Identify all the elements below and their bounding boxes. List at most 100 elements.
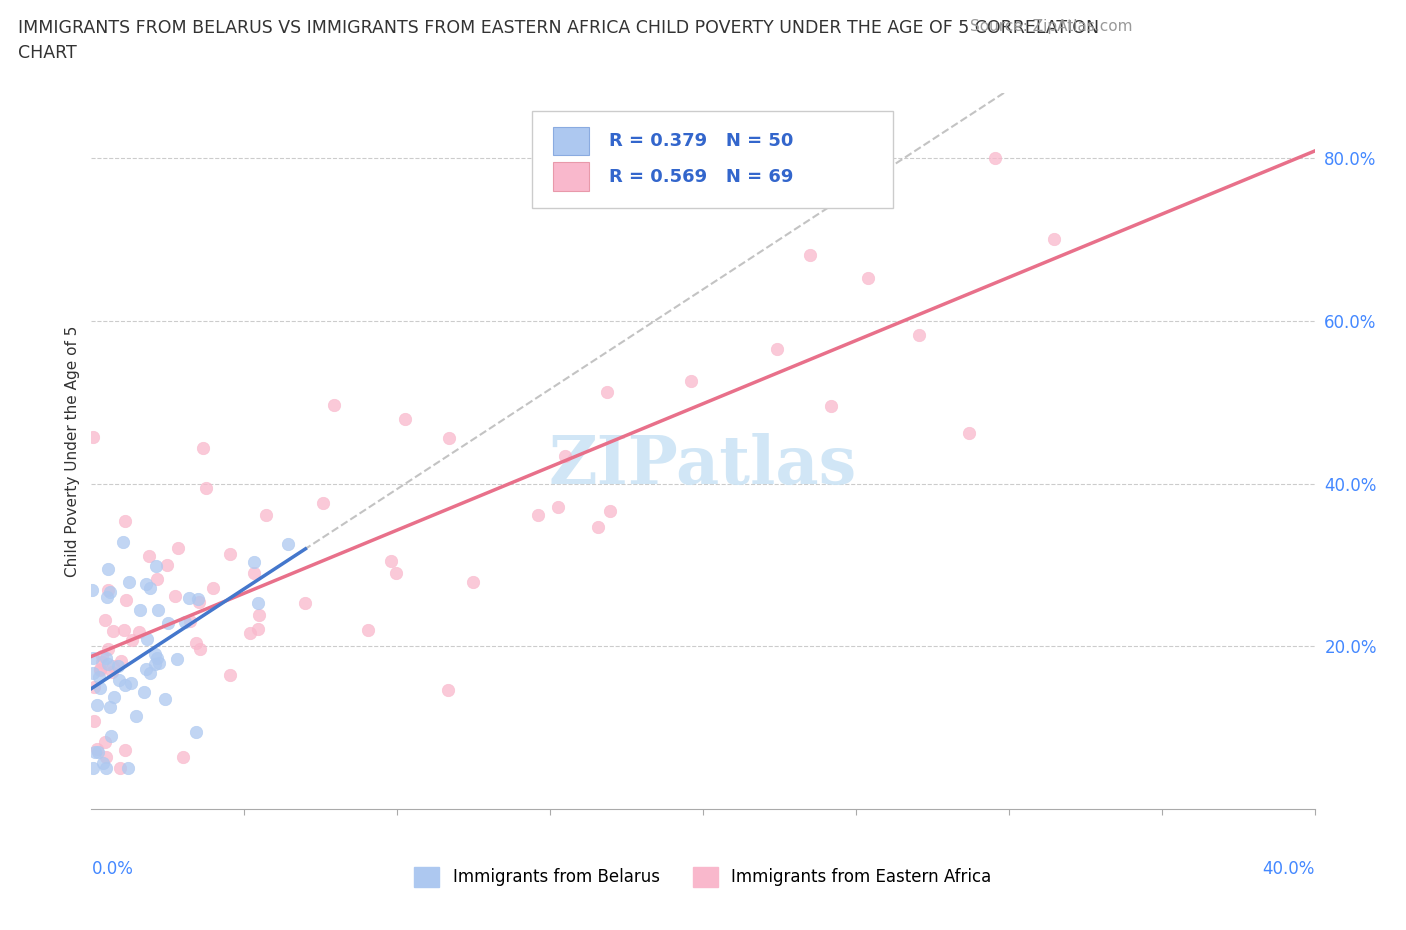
- Text: 40.0%: 40.0%: [1263, 860, 1315, 878]
- Point: [219, 668, 242, 683]
- Point: [156, 557, 179, 572]
- Point: [135, 661, 157, 676]
- Legend: Immigrants from Belarus, Immigrants from Eastern Africa: Immigrants from Belarus, Immigrants from…: [408, 860, 998, 894]
- Point: [188, 594, 211, 609]
- Text: ZIPatlas: ZIPatlas: [548, 432, 858, 498]
- Point: [526, 508, 548, 523]
- Point: [103, 658, 125, 673]
- Point: [143, 646, 166, 661]
- Point: [120, 676, 142, 691]
- Point: [107, 659, 129, 674]
- Y-axis label: Child Poverty Under the Age of 5: Child Poverty Under the Age of 5: [65, 326, 80, 577]
- Point: [194, 480, 217, 495]
- Point: [599, 503, 621, 518]
- Point: [115, 592, 138, 607]
- Point: [114, 514, 136, 529]
- Point: [148, 656, 170, 671]
- Point: [110, 654, 132, 669]
- Point: [437, 683, 460, 698]
- Point: [463, 575, 485, 590]
- Point: [586, 520, 609, 535]
- Point: [143, 657, 166, 671]
- Point: [97, 641, 120, 656]
- Point: [112, 623, 135, 638]
- Point: [394, 411, 416, 426]
- Point: [117, 761, 139, 776]
- Point: [91, 755, 114, 770]
- Point: [247, 622, 270, 637]
- Point: [96, 590, 118, 604]
- Point: [246, 595, 269, 610]
- Point: [138, 549, 160, 564]
- Point: [89, 663, 111, 678]
- Point: [356, 622, 378, 637]
- Point: [437, 430, 460, 445]
- Point: [89, 661, 111, 676]
- Point: [114, 742, 136, 757]
- Point: [134, 685, 156, 700]
- Point: [177, 591, 200, 605]
- Point: [239, 626, 262, 641]
- Point: [82, 430, 104, 445]
- FancyBboxPatch shape: [531, 111, 893, 207]
- Text: R = 0.569   N = 69: R = 0.569 N = 69: [609, 167, 793, 186]
- Point: [799, 248, 821, 263]
- Point: [277, 537, 299, 551]
- Point: [121, 632, 143, 647]
- Point: [97, 582, 120, 597]
- Point: [219, 547, 242, 562]
- Point: [191, 441, 214, 456]
- Point: [117, 574, 139, 589]
- Point: [82, 665, 104, 680]
- Text: 0.0%: 0.0%: [91, 860, 134, 878]
- Text: R = 0.379   N = 50: R = 0.379 N = 50: [609, 132, 793, 150]
- Point: [186, 725, 208, 740]
- Point: [94, 613, 117, 628]
- Point: [87, 744, 110, 759]
- Point: [97, 562, 120, 577]
- Point: [108, 761, 131, 776]
- Point: [91, 648, 114, 663]
- Point: [90, 655, 112, 670]
- Point: [101, 665, 124, 680]
- Point: [554, 449, 576, 464]
- Point: [101, 624, 124, 639]
- Point: [167, 540, 190, 555]
- Point: [98, 699, 121, 714]
- Point: [294, 595, 316, 610]
- Point: [247, 607, 270, 622]
- Point: [146, 650, 169, 665]
- Point: [98, 585, 121, 600]
- FancyBboxPatch shape: [553, 126, 589, 155]
- Point: [86, 741, 108, 756]
- Point: [380, 553, 402, 568]
- Point: [156, 615, 179, 630]
- Point: [87, 670, 110, 684]
- Point: [89, 681, 111, 696]
- Point: [323, 397, 346, 412]
- Point: [179, 614, 201, 629]
- Point: [186, 636, 208, 651]
- Point: [94, 761, 117, 776]
- Point: [187, 591, 209, 606]
- Point: [820, 399, 842, 414]
- Point: [547, 499, 569, 514]
- Point: [83, 713, 105, 728]
- Point: [188, 641, 211, 656]
- Point: [80, 582, 103, 597]
- Point: [384, 565, 406, 580]
- Point: [166, 651, 188, 666]
- Point: [165, 588, 187, 603]
- Point: [100, 729, 122, 744]
- Point: [111, 535, 134, 550]
- Point: [135, 577, 157, 591]
- Point: [125, 709, 148, 724]
- Point: [858, 271, 880, 286]
- Point: [681, 374, 703, 389]
- Point: [1043, 232, 1066, 246]
- Point: [139, 666, 162, 681]
- Point: [145, 558, 167, 573]
- Point: [908, 327, 931, 342]
- Point: [103, 689, 125, 704]
- Point: [146, 571, 169, 586]
